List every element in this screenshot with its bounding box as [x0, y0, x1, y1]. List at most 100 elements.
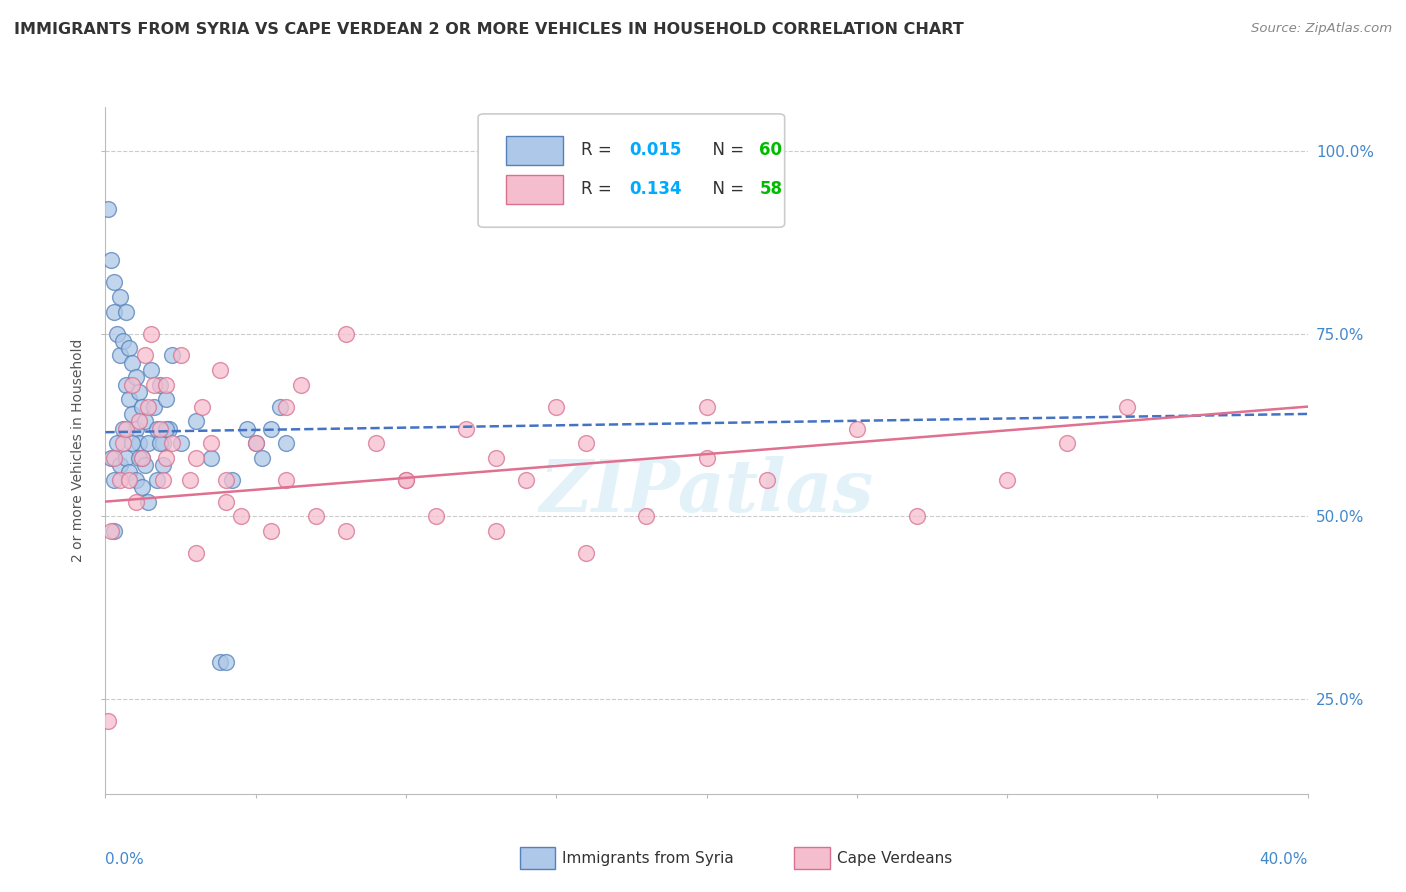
Point [995, 473, 1018, 487]
Point [103, 473, 125, 487]
Point [169, 349, 191, 363]
Point [148, 377, 170, 392]
Point [395, 473, 418, 487]
Point [235, 421, 257, 435]
Point [184, 414, 207, 428]
Point [115, 304, 138, 318]
Point [1116, 400, 1139, 414]
Point [395, 473, 418, 487]
Text: 0.134: 0.134 [630, 180, 682, 198]
Point [100, 524, 122, 538]
Point [214, 656, 236, 670]
Point [575, 546, 598, 560]
Point [139, 363, 162, 377]
Point [124, 473, 146, 487]
Point [148, 421, 170, 435]
Point [139, 326, 162, 341]
Point [112, 334, 135, 348]
Point [546, 400, 568, 414]
Point [200, 450, 222, 465]
Point [115, 421, 138, 435]
Point [515, 473, 537, 487]
Y-axis label: 2 or more Vehicles in Household: 2 or more Vehicles in Household [72, 339, 86, 562]
Point [274, 436, 297, 450]
Point [103, 524, 125, 538]
Point [696, 450, 718, 465]
Point [115, 450, 138, 465]
Point [124, 421, 146, 435]
Point [112, 436, 135, 450]
Point [208, 363, 231, 377]
Text: R =: R = [582, 180, 617, 198]
Point [260, 524, 283, 538]
Bar [506, 136, 564, 165]
Point [103, 304, 125, 318]
Point [229, 509, 252, 524]
Point [142, 400, 165, 414]
Point [100, 253, 122, 268]
Point [118, 392, 141, 407]
Point [128, 414, 150, 428]
Point [208, 656, 231, 670]
Text: 60: 60 [759, 141, 782, 160]
Point [245, 436, 267, 450]
Point [155, 421, 177, 435]
Point [103, 276, 125, 290]
Bar [506, 175, 564, 204]
Point [200, 436, 222, 450]
Point [305, 509, 328, 524]
Text: N =: N = [702, 180, 749, 198]
Point [160, 436, 183, 450]
Point [485, 450, 508, 465]
Text: Immigrants from Syria: Immigrants from Syria [562, 851, 734, 865]
Point [148, 436, 170, 450]
Point [1056, 436, 1078, 450]
Point [118, 341, 141, 355]
Point [103, 450, 125, 465]
Point [152, 473, 174, 487]
Point [145, 473, 167, 487]
Point [107, 326, 129, 341]
Text: IMMIGRANTS FROM SYRIA VS CAPE VERDEAN 2 OR MORE VEHICLES IN HOUSEHOLD CORRELATIO: IMMIGRANTS FROM SYRIA VS CAPE VERDEAN 2 … [14, 22, 963, 37]
Point [636, 509, 658, 524]
Text: Source: ZipAtlas.com: Source: ZipAtlas.com [1251, 22, 1392, 36]
Point [160, 349, 183, 363]
Point [157, 421, 180, 435]
Point [485, 524, 508, 538]
Point [97, 714, 120, 728]
Point [274, 400, 297, 414]
Point [214, 494, 236, 508]
Point [121, 377, 143, 392]
Text: R =: R = [582, 141, 617, 160]
Point [124, 370, 146, 384]
Point [755, 473, 778, 487]
Point [169, 436, 191, 450]
Point [274, 473, 297, 487]
Point [131, 400, 153, 414]
Point [184, 546, 207, 560]
Point [696, 400, 718, 414]
Point [118, 473, 141, 487]
Point [128, 384, 150, 399]
Point [152, 458, 174, 472]
Point [221, 473, 243, 487]
Point [179, 473, 201, 487]
Point [115, 377, 138, 392]
Point [260, 421, 283, 435]
Text: 58: 58 [759, 180, 782, 198]
Point [136, 400, 159, 414]
Point [335, 326, 357, 341]
Point [128, 436, 150, 450]
Point [136, 436, 159, 450]
Point [250, 450, 273, 465]
Point [107, 436, 129, 450]
Point [145, 421, 167, 435]
Point [245, 436, 267, 450]
Point [142, 377, 165, 392]
Point [134, 414, 156, 428]
Point [110, 349, 132, 363]
Text: 0.015: 0.015 [630, 141, 682, 160]
Point [155, 450, 177, 465]
Point [184, 450, 207, 465]
Point [97, 202, 120, 217]
